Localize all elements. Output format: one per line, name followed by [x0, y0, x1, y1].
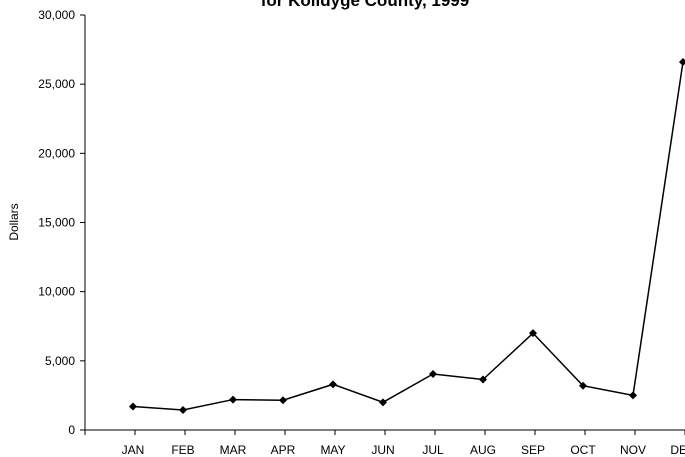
x-tick-label: NOV [620, 443, 646, 457]
y-tick-label: 30,000 [38, 8, 75, 22]
x-tick-label: OCT [570, 443, 596, 457]
series-group [129, 58, 685, 414]
data-point [629, 391, 637, 400]
data-point [179, 405, 187, 414]
data-point [679, 58, 685, 67]
y-axis: 0 5,000 10,000 15,000 20,000 25,000 30,000 [38, 8, 86, 437]
y-tick-label: 25,000 [38, 77, 75, 91]
data-point [279, 396, 287, 405]
x-tick-label: MAR [220, 443, 247, 457]
x-tick-label: AUG [470, 443, 496, 457]
x-tick-label: DEC [670, 443, 685, 457]
y-tick-label: 5,000 [45, 354, 75, 368]
x-axis: JAN FEB MAR APR MAY JUN JUL AUG SEP OCT NOV DEC [84, 429, 685, 457]
data-point [229, 395, 237, 404]
y-tick-label: 0 [68, 423, 75, 437]
data-point [479, 375, 487, 384]
y-tick-label: 20,000 [38, 146, 75, 160]
x-tick-label: JUL [422, 443, 444, 457]
series-line [132, 61, 684, 411]
x-tick-label: SEP [521, 443, 545, 457]
x-tick-label: FEB [171, 443, 194, 457]
data-point [429, 369, 437, 378]
x-tick-label: MAY [320, 443, 345, 457]
data-point [529, 329, 537, 338]
x-tick-label: JAN [122, 443, 145, 457]
data-point [129, 402, 137, 411]
data-point [329, 380, 337, 389]
data-point [579, 381, 587, 390]
y-axis-title: Dollars [7, 203, 21, 240]
x-tick-label: APR [271, 443, 296, 457]
x-tick-label: JUN [371, 443, 394, 457]
y-tick-label: 10,000 [38, 285, 75, 299]
chart-title: for Kolldyge County, 1999 [261, 0, 469, 10]
y-tick-label: 15,000 [38, 216, 75, 230]
data-point [379, 398, 387, 407]
